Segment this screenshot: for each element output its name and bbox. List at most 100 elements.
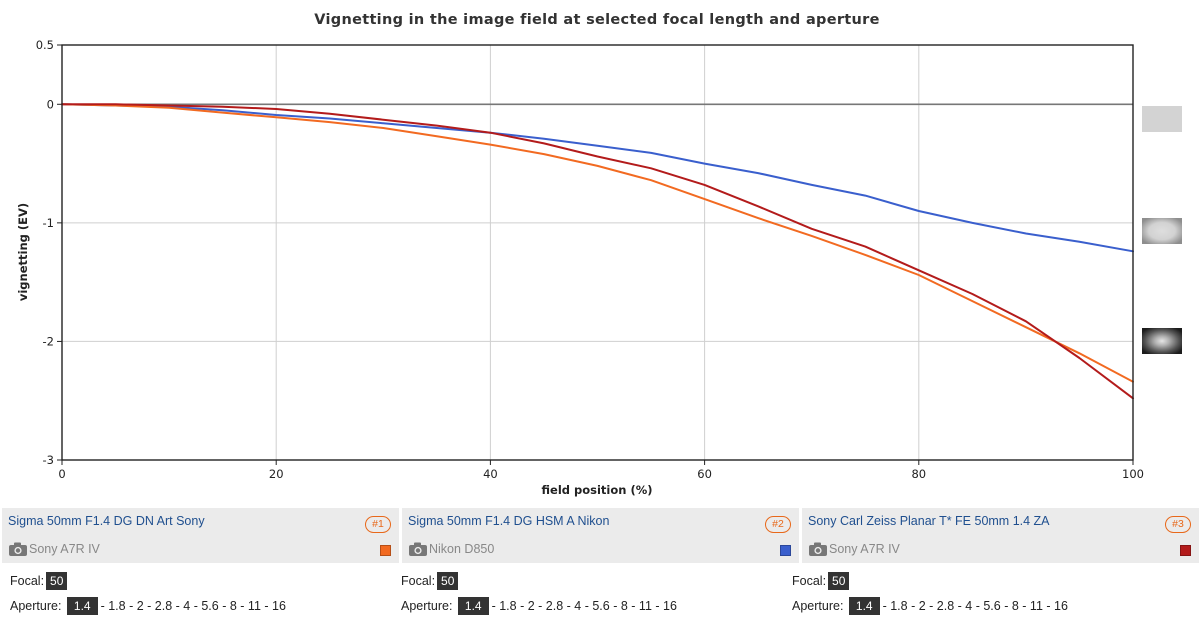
lens-badge: #3 bbox=[1165, 516, 1191, 533]
aperture-option[interactable]: 8 bbox=[1011, 599, 1019, 613]
aperture-option[interactable]: 2 bbox=[527, 599, 535, 613]
series-line-2 bbox=[61, 103, 1134, 253]
aperture-separator: - bbox=[143, 599, 155, 613]
aperture-separator: - bbox=[100, 599, 109, 613]
x-axis-label: field position (%) bbox=[542, 483, 653, 497]
chart-ticks: 0 20 40 60 80 100 0.5 0 -1 -2 -3 bbox=[36, 38, 1144, 481]
aperture-option[interactable]: 2.8 bbox=[545, 599, 564, 613]
aperture-option[interactable]: 11 bbox=[1029, 599, 1043, 613]
aperture-separator: - bbox=[218, 599, 230, 613]
series-color-swatch bbox=[380, 545, 391, 556]
aperture-option[interactable]: 16 bbox=[663, 599, 677, 613]
camera-name: Nikon D850 bbox=[429, 542, 495, 556]
plot-frame bbox=[61, 44, 1134, 461]
aperture-option[interactable]: 8 bbox=[620, 599, 628, 613]
y-tick-label: 0.5 bbox=[36, 38, 54, 52]
aperture-option[interactable]: 16 bbox=[272, 599, 286, 613]
aperture-option[interactable]: 1.8 bbox=[108, 599, 126, 613]
x-tick-label: 40 bbox=[483, 467, 498, 481]
aperture-option[interactable]: 11 bbox=[638, 599, 652, 613]
aperture-option[interactable]: 2 bbox=[918, 599, 926, 613]
lens-panel-3[interactable]: Sony Carl Zeiss Planar T* FE 50mm 1.4 ZA… bbox=[802, 508, 1199, 563]
aperture-option[interactable]: 2.8 bbox=[936, 599, 955, 613]
aperture-separator: - bbox=[1018, 599, 1030, 613]
chart-series bbox=[61, 103, 1134, 400]
lens-badge: #2 bbox=[765, 516, 791, 533]
chart-title: Vignetting in the image field at selecte… bbox=[314, 12, 880, 28]
focal-label: Focal: bbox=[401, 574, 436, 588]
aperture-row: Aperture: 1.4 - 1.8 - 2 - 2.8 - 4 - 5.6 … bbox=[792, 597, 1068, 615]
aperture-separator: - bbox=[563, 599, 575, 613]
aperture-separator: - bbox=[627, 599, 639, 613]
y-tick-label: -2 bbox=[43, 334, 54, 348]
chart-grid bbox=[62, 45, 1133, 460]
aperture-option[interactable]: 11 bbox=[247, 599, 261, 613]
aperture-option[interactable]: 1.8 bbox=[890, 599, 908, 613]
aperture-label: Aperture: bbox=[10, 599, 62, 613]
focal-row: Focal: 50 bbox=[10, 572, 70, 590]
camera-name: Sony A7R IV bbox=[829, 542, 900, 556]
aperture-options[interactable]: - 1.8 - 2 - 2.8 - 4 - 5.6 - 8 - 11 - 16 bbox=[101, 599, 286, 613]
camera-name: Sony A7R IV bbox=[29, 542, 100, 556]
aperture-options[interactable]: - 1.8 - 2 - 2.8 - 4 - 5.6 - 8 - 11 - 16 bbox=[883, 599, 1068, 613]
aperture-option[interactable]: 5.6 bbox=[983, 599, 1001, 613]
focal-value-chip[interactable]: 50 bbox=[828, 572, 850, 590]
camera-icon bbox=[9, 542, 27, 556]
x-tick-label: 100 bbox=[1122, 467, 1144, 481]
aperture-separator: - bbox=[172, 599, 184, 613]
aperture-separator: - bbox=[651, 599, 664, 613]
x-tick-label: 20 bbox=[269, 467, 284, 481]
aperture-separator: - bbox=[954, 599, 966, 613]
aperture-option[interactable]: 16 bbox=[1054, 599, 1068, 613]
aperture-option[interactable]: 2 bbox=[136, 599, 144, 613]
x-tick-label: 80 bbox=[911, 467, 926, 481]
aperture-option[interactable]: 5.6 bbox=[592, 599, 610, 613]
series-line-3 bbox=[61, 103, 1134, 400]
aperture-separator: - bbox=[609, 599, 621, 613]
aperture-options[interactable]: - 1.8 - 2 - 2.8 - 4 - 5.6 - 8 - 11 - 16 bbox=[492, 599, 677, 613]
camera-row: Nikon D850 bbox=[408, 542, 494, 556]
aperture-option[interactable]: 4 bbox=[965, 599, 973, 613]
vignetting-preview-medium bbox=[1142, 218, 1182, 244]
aperture-option[interactable]: 2.8 bbox=[154, 599, 173, 613]
camera-icon bbox=[409, 542, 427, 556]
lens-badge: #1 bbox=[365, 516, 391, 533]
y-tick-label: -3 bbox=[43, 453, 54, 467]
focal-value-chip[interactable]: 50 bbox=[46, 572, 68, 590]
y-axis-label: vignetting (EV) bbox=[16, 203, 30, 301]
aperture-separator: - bbox=[534, 599, 546, 613]
x-tick-label: 60 bbox=[697, 467, 712, 481]
aperture-option[interactable]: 4 bbox=[574, 599, 582, 613]
aperture-separator: - bbox=[882, 599, 891, 613]
aperture-selected-chip[interactable]: 1.4 bbox=[848, 597, 880, 615]
x-tick-label: 0 bbox=[58, 467, 65, 481]
settings-panel-2: Focal: 50 Aperture: 1.4 - 1.8 - 2 - 2.8 … bbox=[391, 572, 791, 622]
camera-row: Sony A7R IV bbox=[808, 542, 900, 556]
camera-icon bbox=[809, 542, 827, 556]
aperture-selected-chip[interactable]: 1.4 bbox=[457, 597, 489, 615]
aperture-separator: - bbox=[1042, 599, 1055, 613]
aperture-separator: - bbox=[125, 599, 137, 613]
aperture-option[interactable]: 8 bbox=[229, 599, 237, 613]
focal-row: Focal: 50 bbox=[792, 572, 852, 590]
y-tick-label: 0 bbox=[47, 97, 54, 111]
series-color-swatch bbox=[1180, 545, 1191, 556]
lens-panel-2[interactable]: Sigma 50mm F1.4 DG HSM A Nikon #2 Nikon … bbox=[402, 508, 799, 563]
aperture-option[interactable]: 1.8 bbox=[499, 599, 517, 613]
lens-name[interactable]: Sigma 50mm F1.4 DG HSM A Nikon bbox=[408, 514, 610, 528]
focal-value-chip[interactable]: 50 bbox=[437, 572, 459, 590]
aperture-separator: - bbox=[972, 599, 984, 613]
aperture-selected-chip[interactable]: 1.4 bbox=[66, 597, 98, 615]
vignetting-preview-none bbox=[1142, 106, 1182, 132]
focal-row: Focal: 50 bbox=[401, 572, 461, 590]
lens-name[interactable]: Sony Carl Zeiss Planar T* FE 50mm 1.4 ZA bbox=[808, 514, 1050, 528]
focal-label: Focal: bbox=[792, 574, 827, 588]
lens-name[interactable]: Sigma 50mm F1.4 DG DN Art Sony bbox=[8, 514, 205, 528]
aperture-separator: - bbox=[516, 599, 528, 613]
vignetting-preview-strong bbox=[1142, 328, 1182, 354]
settings-panel-3: Focal: 50 Aperture: 1.4 - 1.8 - 2 - 2.8 … bbox=[782, 572, 1182, 622]
aperture-option[interactable]: 4 bbox=[183, 599, 191, 613]
aperture-option[interactable]: 5.6 bbox=[201, 599, 219, 613]
lens-panel-1[interactable]: Sigma 50mm F1.4 DG DN Art Sony #1 Sony A… bbox=[2, 508, 399, 563]
focal-label: Focal: bbox=[10, 574, 45, 588]
